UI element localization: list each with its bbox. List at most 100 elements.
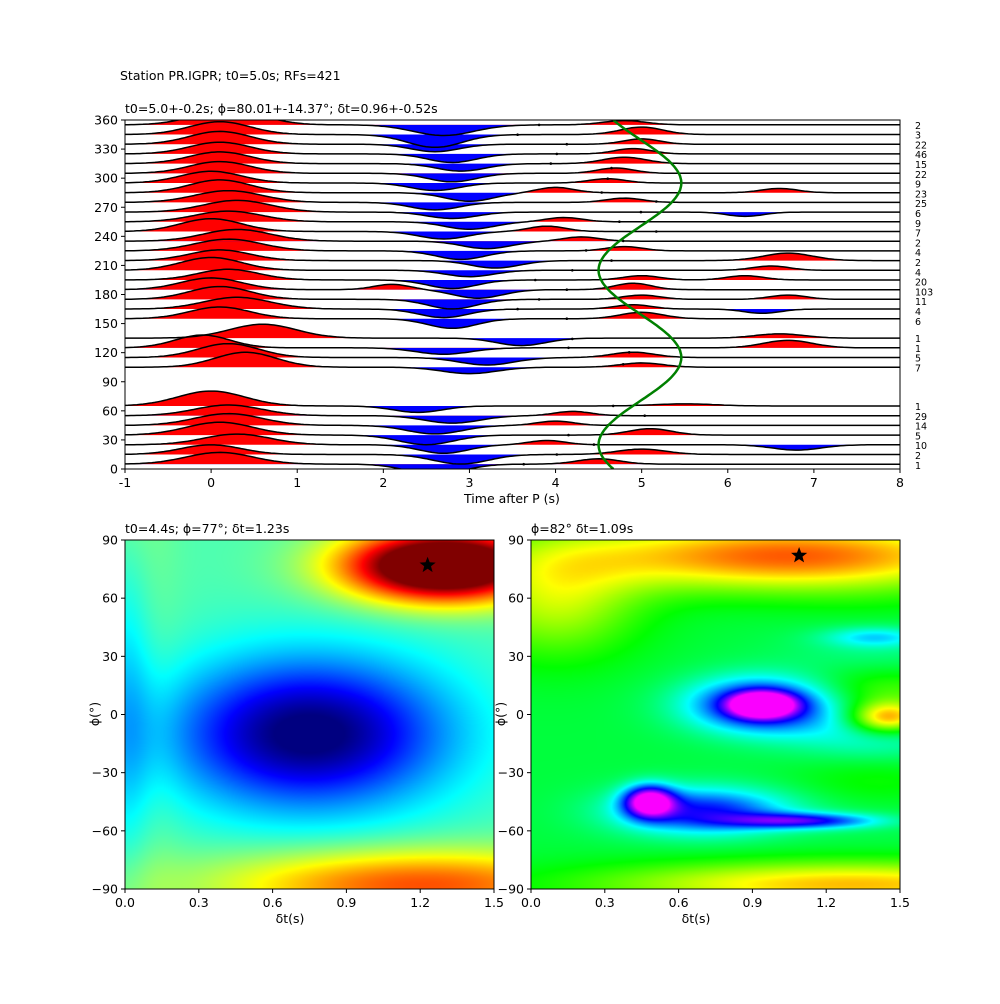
rf-trace-line xyxy=(125,217,900,240)
rf-pick-marker xyxy=(571,337,574,341)
rf-count-label: 3 xyxy=(915,131,921,142)
heatmap-ytick-label: 0 xyxy=(516,707,524,722)
rf-xtick-label: 2 xyxy=(379,475,387,490)
rf-axes: -1 0 1 2 3 4 5 6 7 803060901201501802102402703003… xyxy=(94,113,904,491)
rf-count-label: 2 xyxy=(915,238,921,249)
heatmap-xtick-label: 1.5 xyxy=(890,895,910,910)
heatmap-right xyxy=(531,540,900,889)
rf-trace-line xyxy=(125,141,900,164)
rf-pick-marker xyxy=(555,152,559,156)
rf-pick-marker xyxy=(522,462,525,466)
rf-trace-line xyxy=(125,342,900,366)
rf-trace-line xyxy=(125,120,900,149)
rf-trace-positive-fill xyxy=(125,452,900,465)
rf-trace-negative-fill xyxy=(125,338,900,346)
heatmap-left-axes: 0.0 0.3 0.6 0.9 1.2 1.5 −90 −60 −30 0 30 60 90 xyxy=(92,533,504,911)
heatmap-xtick-label: 0.6 xyxy=(669,895,689,910)
rf-ytick-label: 270 xyxy=(94,200,118,215)
rf-pick-marker xyxy=(610,166,613,170)
rf-pick-marker xyxy=(639,210,643,214)
rf-pick-marker xyxy=(567,346,570,350)
rf-trace-lines xyxy=(125,120,900,469)
rf-trace-line xyxy=(125,433,900,455)
rf-trace-positive-fill xyxy=(125,151,900,164)
rf-count-label: 4 xyxy=(915,307,921,318)
rf-count-label: 4 xyxy=(915,248,921,259)
rf-count-label: 23 xyxy=(915,189,927,200)
rf-trace-positive-fill xyxy=(125,239,900,251)
rf-xtick-label: 0 xyxy=(207,475,215,490)
rf-trace-line xyxy=(125,199,900,220)
rf-pick-marker xyxy=(655,200,658,203)
rf-trace-line xyxy=(125,412,900,435)
rf-trace-negative-fill xyxy=(125,289,900,299)
heatmap-xtick-label: 0.9 xyxy=(336,895,356,910)
rf-trace-line xyxy=(125,151,900,172)
rf-pick-marker xyxy=(627,351,631,354)
rf-pick-marker xyxy=(565,317,569,321)
rf-ytick-label: 30 xyxy=(102,432,118,447)
heatmap-xtick-label: 1.2 xyxy=(816,895,836,910)
heatmap-xtick-label: 0.0 xyxy=(115,895,135,910)
rf-trace-line xyxy=(125,249,900,269)
rf-pick-marker xyxy=(534,278,537,282)
rf-count-label: 1 xyxy=(915,334,921,345)
heatmap-left xyxy=(125,540,494,889)
rf-trace-line xyxy=(125,228,900,250)
rf-trace-line xyxy=(125,323,900,347)
rf-trace-line xyxy=(125,451,900,469)
rf-ytick-label: 360 xyxy=(94,113,118,128)
heatmap-ytick-label: 60 xyxy=(102,591,118,606)
rf-trace-positive-fill xyxy=(125,391,900,406)
heatmap-right-axes: 0.0 0.3 0.6 0.9 1.2 1.5 −90 −60 −30 0 30 60 90 xyxy=(498,533,910,911)
rf-pick-marker xyxy=(565,142,569,146)
rf-trace-line xyxy=(125,334,900,355)
rf-trace-negative-fill xyxy=(125,357,900,365)
rf-trace-positive-fill xyxy=(125,343,900,358)
rf-trace-negative-fill xyxy=(125,444,900,454)
rf-count-label: 9 xyxy=(915,219,921,230)
heatmap-ytick-label: −30 xyxy=(498,765,524,780)
figure-suptitle: Station PR.IGPR; t0=5.0s; RFs=421 xyxy=(120,68,341,83)
heatmap-ytick-label: −60 xyxy=(92,823,118,838)
rf-count-label: 25 xyxy=(915,199,927,210)
heatmap-ytick-label: 30 xyxy=(508,649,524,664)
rf-count-label: 2 xyxy=(915,121,921,132)
rf-pick-marker xyxy=(606,177,609,180)
rf-count-label: 15 xyxy=(915,160,927,171)
heatmap-xtick-label: 0.3 xyxy=(595,895,615,910)
rf-pick-marker xyxy=(643,414,646,418)
rf-count-label: 5 xyxy=(915,354,921,365)
rf-trace-positive-fill xyxy=(125,307,900,319)
rf-pick-marker xyxy=(567,433,570,437)
rf-trace-line xyxy=(125,277,900,299)
heatmap-ytick-label: 90 xyxy=(508,533,524,548)
rf-count-label: 7 xyxy=(915,364,921,375)
rf-count-label: 29 xyxy=(915,412,927,423)
heatmap-xtick-label: 1.5 xyxy=(484,895,504,910)
rf-count-label: 7 xyxy=(915,229,921,240)
rf-count-label: 6 xyxy=(915,209,921,220)
rf-count-label: 2 xyxy=(915,451,921,462)
heatmap-right-panel: ϕ=82° δt=1.09s 0.0 0.3 0.6 0.9 1.2 1.5 −90 −60 −… xyxy=(493,521,910,926)
rf-xtick-label: -1 xyxy=(119,475,131,490)
rf-ytick-label: 330 xyxy=(94,142,118,157)
rf-count-label: 20 xyxy=(915,278,927,289)
heatmap-left-ylabel: ϕ(°) xyxy=(87,702,102,726)
rf-count-label: 11 xyxy=(915,297,927,308)
heatmap-ytick-label: −30 xyxy=(92,765,118,780)
rf-trace-line xyxy=(125,390,900,414)
rf-trace-line xyxy=(125,268,900,290)
rf-trace-positive-fill xyxy=(125,434,900,445)
heatmap-xtick-label: 1.2 xyxy=(410,895,430,910)
best-fit-star-right xyxy=(791,547,808,563)
rf-trace-line xyxy=(125,170,900,192)
rf-count-label: 1 xyxy=(915,461,921,472)
heatmap-right-title: ϕ=82° δt=1.09s xyxy=(531,521,633,536)
rf-pick-marker xyxy=(571,269,574,272)
rf-trace-positive-fill xyxy=(125,422,900,436)
rf-pick-marker xyxy=(584,249,588,252)
rf-pick-marker xyxy=(516,307,519,311)
